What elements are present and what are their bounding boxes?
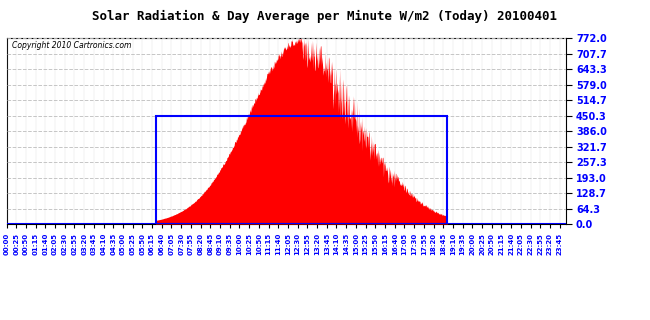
Text: Copyright 2010 Cartronics.com: Copyright 2010 Cartronics.com	[12, 41, 131, 50]
Bar	[156, 116, 447, 224]
Text: Solar Radiation & Day Average per Minute W/m2 (Today) 20100401: Solar Radiation & Day Average per Minute…	[92, 10, 558, 23]
